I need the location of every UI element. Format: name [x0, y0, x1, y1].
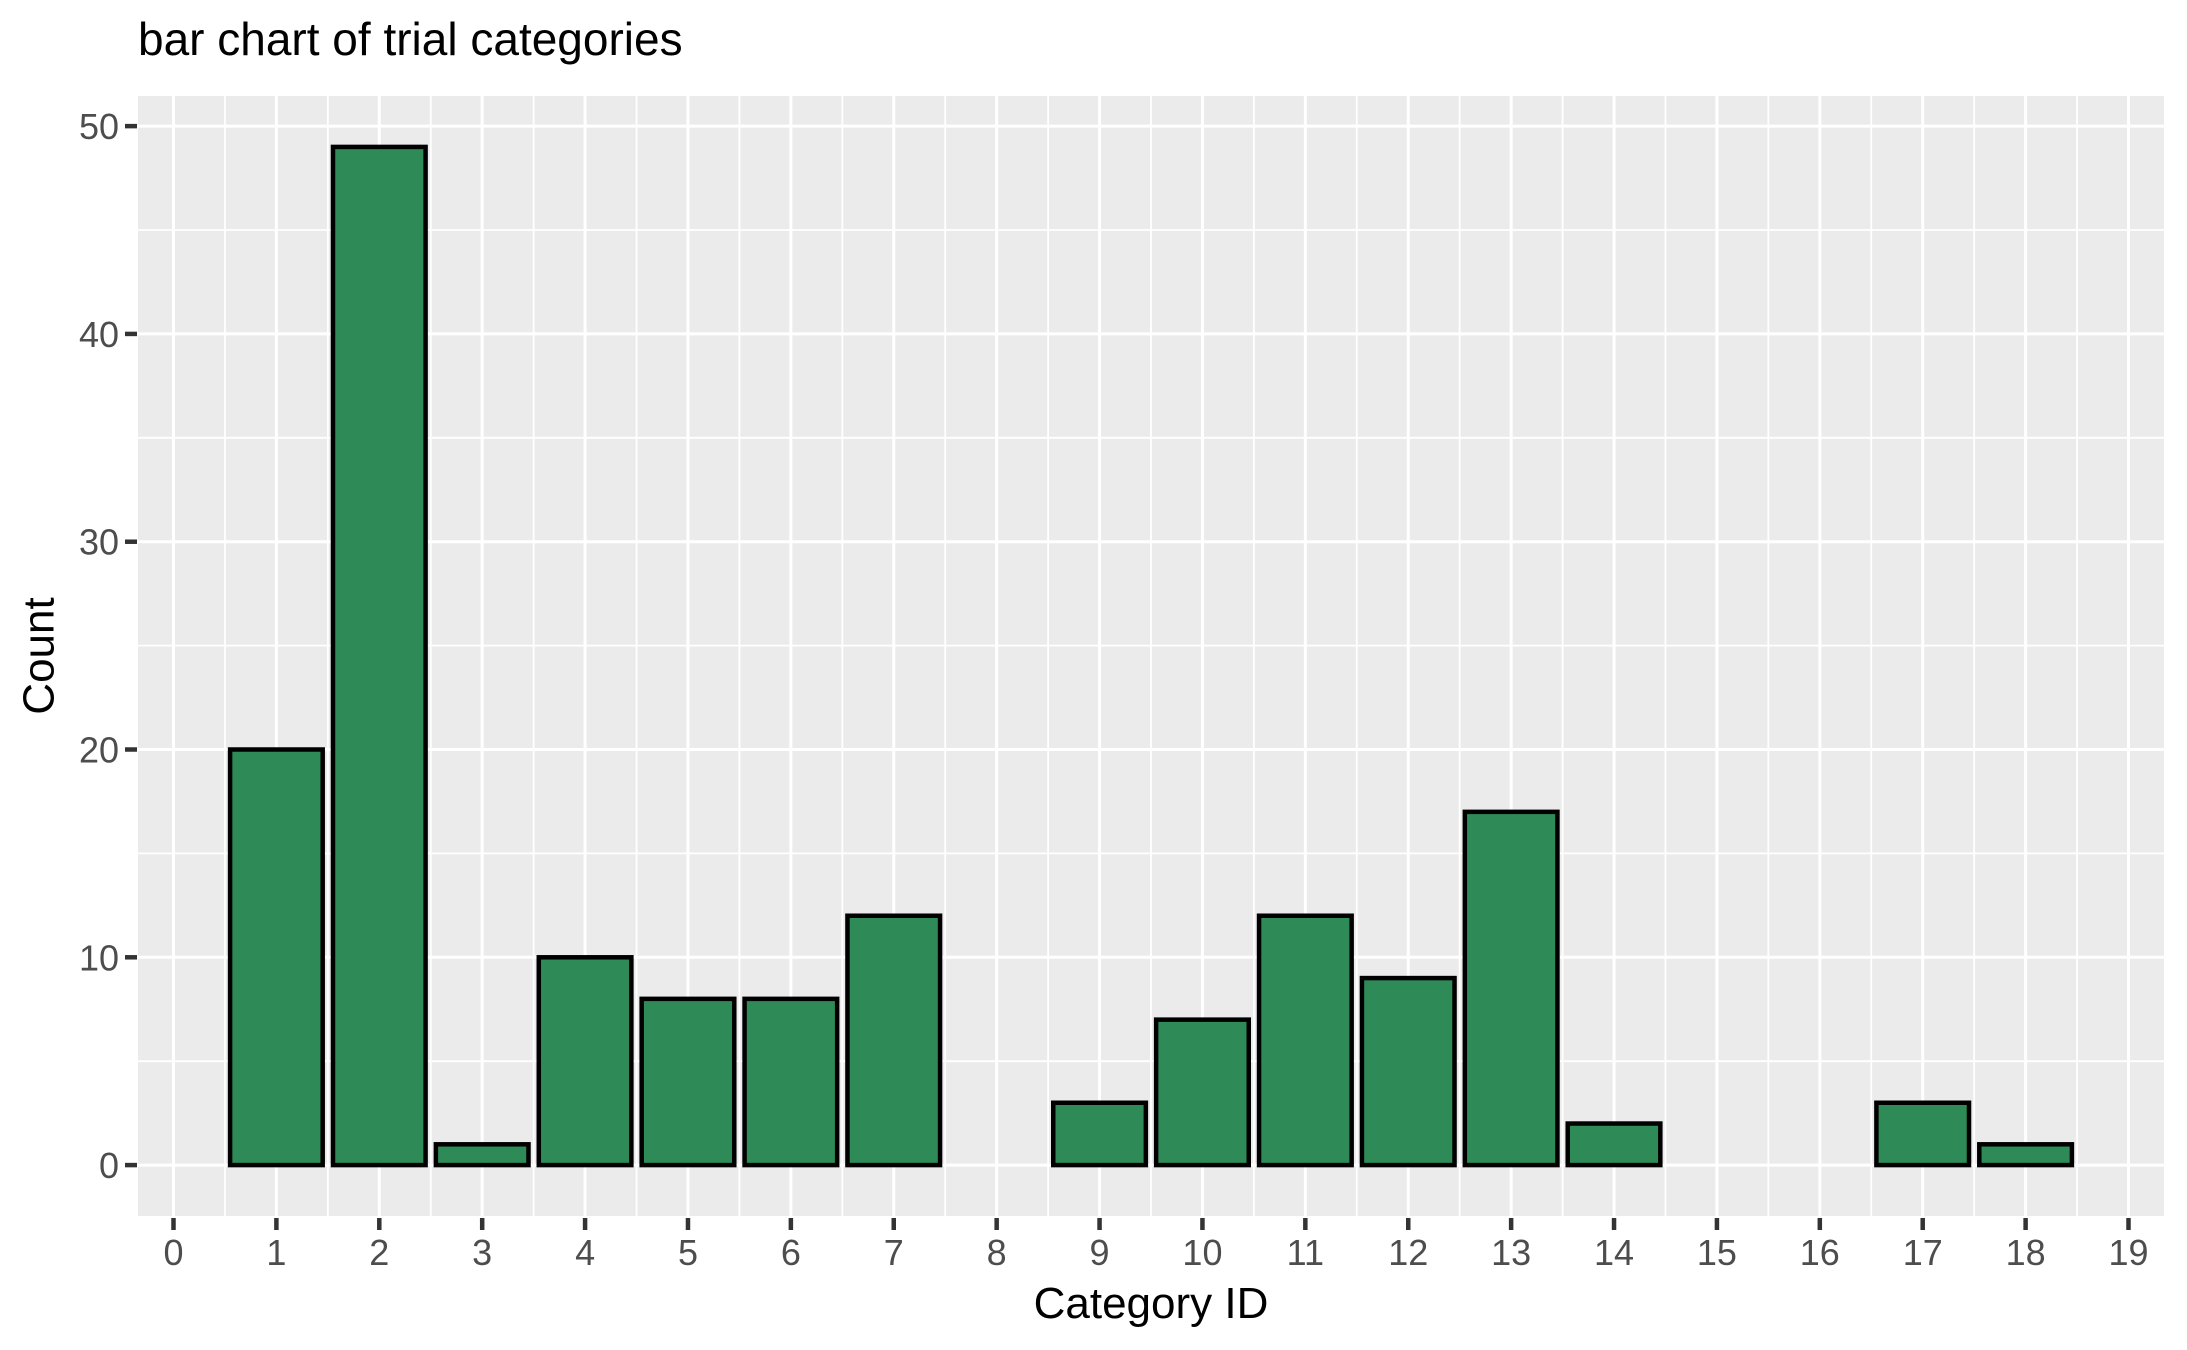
x-tick-label: 6	[781, 1232, 801, 1273]
x-tick-label: 11	[1287, 1232, 1324, 1273]
bar-category-12	[1359, 975, 1457, 1168]
y-axis-title: Count	[15, 597, 65, 715]
y-tick-label: 40	[79, 314, 119, 355]
gridlines-minor	[138, 96, 2164, 1216]
x-tick-label: 12	[1388, 1232, 1428, 1273]
y-tick-label: 20	[79, 730, 119, 771]
bar-category-13	[1462, 809, 1560, 1168]
bar-category-14	[1565, 1121, 1663, 1168]
x-tick-label: 1	[266, 1232, 286, 1273]
x-tick-label: 5	[678, 1232, 698, 1273]
bar-category-10	[1153, 1017, 1252, 1168]
bar-category-3	[433, 1142, 531, 1168]
x-tick-label: 16	[1800, 1232, 1840, 1273]
x-tick-label: 15	[1697, 1232, 1737, 1273]
bar-category-4	[536, 955, 634, 1168]
bar-category-7	[845, 913, 943, 1168]
x-tick-label: 14	[1594, 1232, 1634, 1273]
bar-category-5	[639, 996, 737, 1168]
y-tick-label: 50	[79, 106, 119, 147]
x-tick-label: 17	[1903, 1232, 1943, 1273]
tick-marks	[125, 123, 2131, 1230]
x-tick-label: 13	[1491, 1232, 1531, 1273]
y-tick-labels: 0 10 20 30 40 50	[79, 106, 119, 1186]
x-tick-label: 2	[369, 1232, 389, 1273]
bar-category-6	[742, 996, 840, 1168]
bar-category-18	[1977, 1142, 2075, 1168]
x-tick-label: 9	[1090, 1232, 1110, 1273]
bar-category-11	[1256, 913, 1354, 1168]
chart-title: bar chart of trial categories	[138, 13, 683, 65]
y-tick-label: 10	[79, 937, 119, 978]
bars	[227, 144, 2075, 1168]
x-tick-labels: 0 1 2 3 4 5 6 7 8 9 10 11 12 13 14 15 16 17 18 19	[163, 1232, 2148, 1273]
bar-category-1	[227, 747, 325, 1168]
bar-category-9	[1050, 1100, 1149, 1168]
x-tick-label: 18	[2006, 1232, 2046, 1273]
y-axis-title-wrap: Count	[0, 96, 80, 1216]
x-axis-title: Category ID	[1033, 1279, 1269, 1328]
x-tick-label: 3	[472, 1232, 492, 1273]
y-tick-label: 0	[99, 1145, 119, 1186]
y-tick-label: 30	[79, 522, 119, 563]
x-tick-label: 8	[987, 1232, 1007, 1273]
x-tick-label: 7	[884, 1232, 904, 1273]
x-tick-label: 0	[163, 1232, 183, 1273]
bar-category-17	[1874, 1100, 1972, 1168]
bar-category-2	[330, 144, 428, 1168]
x-tick-label: 4	[575, 1232, 595, 1273]
x-tick-label: 19	[2108, 1232, 2148, 1273]
x-tick-label: 10	[1182, 1232, 1222, 1273]
